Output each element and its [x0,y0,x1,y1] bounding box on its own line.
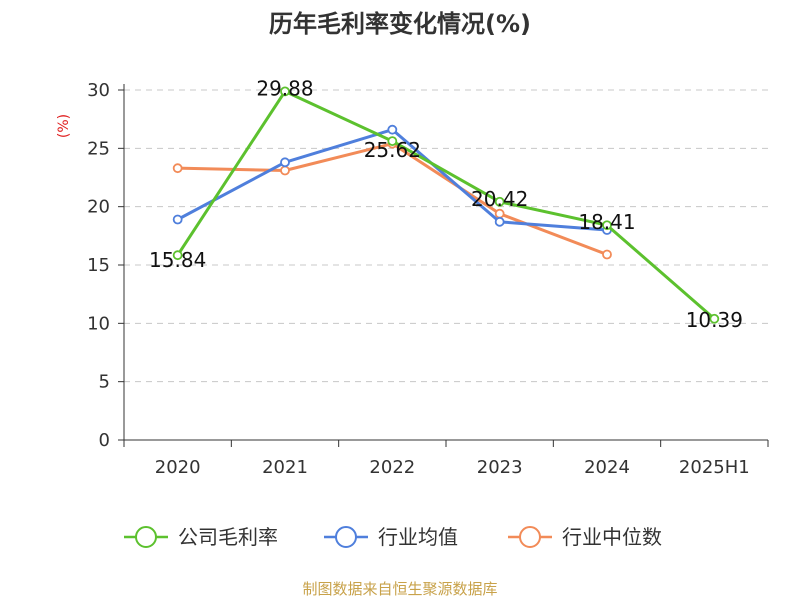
data-label: 15.84 [149,248,206,272]
data-point [280,165,290,176]
legend-swatch-marker [135,526,157,548]
data-point [172,250,183,261]
data-label: 10.39 [686,308,743,332]
data-label: 25.62 [364,138,421,162]
data-label: 20.42 [471,187,528,211]
legend-swatch-marker [519,526,541,548]
data-label: 18.41 [578,210,635,234]
x-tick-label: 2024 [584,457,630,478]
x-tick-label: 2021 [262,457,308,478]
y-tick-label: 5 [99,372,110,393]
x-tick-label: 2022 [369,457,415,478]
legend-label: 行业中位数 [562,525,662,549]
data-point [709,313,720,324]
legend-label: 公司毛利率 [178,525,278,549]
legend-swatch-marker [335,526,357,548]
y-tick-label: 25 [87,138,110,159]
chart-title: 历年毛利率变化情况(%) [269,10,531,38]
source-note: 制图数据来自恒生聚源数据库 [302,580,497,598]
grid-lines [124,89,768,383]
data-point [172,214,183,225]
series-line [176,89,716,320]
data-point [172,163,183,174]
data-point [280,157,290,168]
data-point [387,136,398,147]
y-tick-label: 0 [99,430,110,451]
y-tick-label: 10 [87,313,110,334]
series-group [172,86,720,324]
x-tick-label: 2020 [155,457,201,478]
x-tick-label: 2025H1 [679,457,750,478]
data-point [602,249,612,260]
data-point [602,220,612,231]
x-tick-label: 2023 [477,457,523,478]
data-label: 29.88 [256,76,313,100]
legend: 公司毛利率 行业均值 行业中位数 [124,525,662,549]
y-tick-label: 30 [87,80,110,101]
axes: 0 5 10 15 20 25 30 2020 2021 2022 2023 2024 2025H1 [87,80,769,478]
legend-label: 行业均值 [378,525,458,549]
y-tick-label: 15 [87,255,110,276]
y-axis-label: (%) [56,114,72,138]
data-point [494,196,505,207]
y-tick-label: 20 [87,197,110,218]
data-labels: 15.84 29.88 25.62 20.42 18.41 10.39 [149,76,743,331]
data-point [494,216,505,227]
data-point [494,208,505,219]
data-point [387,124,398,135]
data-point [280,86,290,97]
